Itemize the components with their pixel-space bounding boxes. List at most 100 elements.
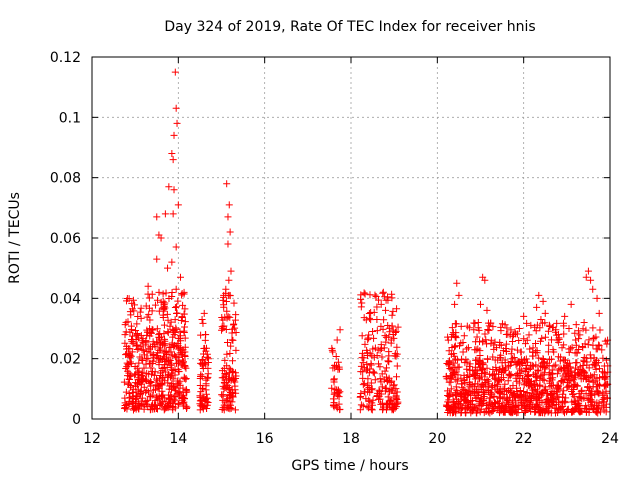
data-point	[157, 234, 165, 242]
data-point	[164, 328, 172, 336]
data-point	[140, 364, 148, 372]
data-point	[582, 354, 590, 362]
data-point	[132, 392, 140, 400]
data-point	[168, 341, 176, 349]
data-point	[558, 377, 566, 385]
data-point	[122, 388, 130, 396]
data-point	[133, 320, 141, 328]
data-point	[359, 359, 367, 367]
data-point	[457, 400, 465, 408]
data-point	[161, 210, 169, 218]
data-point	[377, 390, 385, 398]
data-point	[537, 315, 545, 323]
data-point	[589, 341, 597, 349]
data-point	[372, 292, 380, 300]
data-point	[523, 373, 531, 381]
data-point	[509, 333, 517, 341]
data-point	[147, 392, 155, 400]
data-point	[174, 380, 182, 388]
data-point	[371, 376, 379, 384]
data-point	[122, 351, 130, 359]
data-point	[565, 382, 573, 390]
data-point	[563, 369, 571, 377]
data-point	[230, 299, 238, 307]
data-point	[367, 360, 375, 368]
data-point	[231, 406, 239, 414]
data-point	[379, 403, 387, 411]
data-point	[523, 395, 531, 403]
data-point	[393, 388, 401, 396]
data-point	[171, 68, 179, 76]
data-point	[385, 397, 393, 405]
data-point	[357, 390, 365, 398]
data-point	[508, 345, 516, 353]
data-point	[219, 296, 227, 304]
data-point	[153, 296, 161, 304]
data-point	[145, 345, 153, 353]
data-point	[483, 306, 491, 314]
data-point	[197, 359, 205, 367]
data-point	[579, 325, 587, 333]
data-point	[389, 307, 397, 315]
data-point	[466, 388, 474, 396]
data-point	[541, 383, 549, 391]
data-point	[460, 332, 468, 340]
data-point	[591, 377, 599, 385]
data-point	[547, 391, 555, 399]
data-point	[495, 388, 503, 396]
data-point	[485, 326, 493, 334]
data-point	[159, 314, 167, 322]
data-point	[133, 330, 141, 338]
data-point	[507, 326, 515, 334]
data-point	[484, 377, 492, 385]
data-point	[561, 312, 569, 320]
data-point	[579, 342, 587, 350]
data-point	[446, 389, 454, 397]
data-point	[527, 321, 535, 329]
data-point	[123, 297, 131, 305]
data-point	[452, 329, 460, 337]
data-point	[123, 401, 131, 409]
data-point	[517, 396, 525, 404]
data-point	[133, 341, 141, 349]
data-point	[595, 365, 603, 373]
data-point	[522, 365, 530, 373]
data-point	[507, 370, 515, 378]
data-point	[391, 350, 399, 358]
data-point	[489, 353, 497, 361]
data-point	[363, 382, 371, 390]
data-point	[547, 355, 555, 363]
data-point	[364, 404, 372, 412]
data-point	[484, 355, 492, 363]
data-point	[394, 400, 402, 408]
data-point	[200, 345, 208, 353]
data-point	[520, 356, 528, 364]
data-point	[227, 342, 235, 350]
data-point	[523, 319, 531, 327]
data-point	[461, 379, 469, 387]
data-point	[384, 357, 392, 365]
data-point	[140, 383, 148, 391]
data-point	[496, 376, 504, 384]
data-point	[507, 350, 515, 358]
data-point	[202, 331, 210, 339]
data-point	[373, 393, 381, 401]
data-point	[553, 319, 561, 327]
data-point	[488, 408, 496, 416]
data-point	[126, 351, 134, 359]
data-point	[592, 365, 600, 373]
data-point	[538, 319, 546, 327]
y-tick-label: 0.12	[50, 50, 81, 66]
data-point	[520, 335, 528, 343]
data-point	[560, 330, 568, 338]
data-point	[548, 376, 556, 384]
data-point	[506, 372, 514, 380]
data-point	[139, 356, 147, 364]
data-point	[473, 333, 481, 341]
data-point	[373, 327, 381, 335]
data-point	[553, 370, 561, 378]
data-point	[226, 349, 234, 357]
data-point	[223, 307, 231, 315]
data-point	[472, 346, 480, 354]
data-point	[532, 327, 540, 335]
